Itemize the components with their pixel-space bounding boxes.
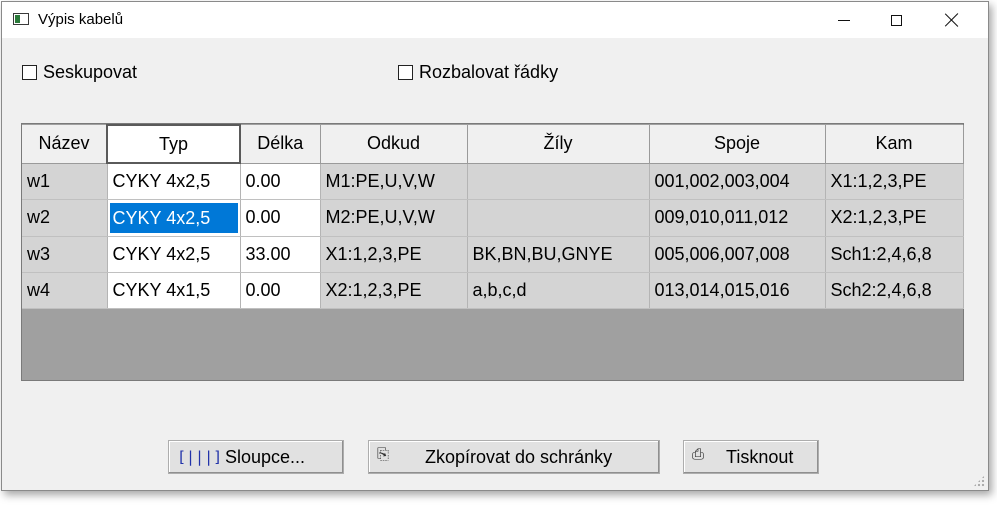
cell-nazev[interactable]: w2 — [22, 199, 108, 237]
columns-button[interactable]: [|||] Sloupce... — [168, 440, 344, 474]
printer-icon: ⎙ — [692, 446, 705, 463]
header-row: Název Typ Délka Odkud Žíly Spoje Kam — [22, 124, 964, 164]
maximize-icon — [890, 14, 902, 26]
group-option[interactable]: Seskupovat — [22, 62, 137, 83]
expand-rows-option[interactable]: Rozbalovat řádky — [398, 62, 558, 83]
cable-table: Název Typ Délka Odkud Žíly Spoje Kam w1 … — [22, 124, 964, 309]
cell-delka[interactable]: 0.00 — [240, 199, 321, 237]
cell-typ[interactable]: CYKY 4x2,5 — [107, 236, 241, 273]
cell-nazev[interactable]: w1 — [22, 163, 108, 200]
minimize-icon — [838, 19, 850, 21]
title-bar[interactable]: Výpis kabelů — [2, 2, 988, 38]
cell-spoje[interactable]: 013,014,015,016 — [649, 272, 826, 309]
column-header-zily[interactable]: Žíly — [467, 125, 650, 164]
print-button-label: Tisknout — [726, 447, 794, 467]
column-header-kam[interactable]: Kam — [825, 125, 964, 164]
cell-odkud[interactable]: M2:PE,U,V,W — [320, 199, 468, 237]
cell-spoje[interactable]: 005,006,007,008 — [649, 236, 826, 273]
cell-kam[interactable]: X2:1,2,3,PE — [825, 199, 964, 237]
cell-nazev[interactable]: w3 — [22, 236, 108, 273]
cell-zily[interactable] — [467, 199, 650, 237]
columns-button-label: Sloupce... — [225, 447, 306, 467]
column-header-odkud[interactable]: Odkud — [320, 125, 468, 164]
cell-zily[interactable] — [467, 163, 650, 200]
column-header-spoje[interactable]: Spoje — [649, 125, 826, 164]
cell-typ[interactable]: CYKY 4x1,5 — [107, 272, 241, 309]
close-button[interactable] — [926, 2, 978, 38]
expand-rows-checkbox[interactable] — [398, 65, 413, 80]
cell-kam[interactable]: Sch2:2,4,6,8 — [825, 272, 964, 309]
resize-grip[interactable] — [973, 475, 985, 487]
cell-spoje[interactable]: 009,010,011,012 — [649, 199, 826, 237]
print-button[interactable]: ⎙ Tisknout — [683, 440, 819, 474]
cell-kam[interactable]: X1:1,2,3,PE — [825, 163, 964, 200]
cell-spoje[interactable]: 001,002,003,004 — [649, 163, 826, 200]
table-row: w3 CYKY 4x2,5 33.00 X1:1,2,3,PE BK,BN,BU… — [22, 236, 964, 273]
column-header-nazev[interactable]: Název — [22, 125, 108, 164]
cell-nazev[interactable]: w4 — [22, 272, 108, 309]
table-row: w2 CYKY 4x2,5 0.00 M2:PE,U,V,W 009,010,0… — [22, 199, 964, 237]
table-row: w1 CYKY 4x2,5 0.00 M1:PE,U,V,W 001,002,0… — [22, 163, 964, 200]
cable-list-window: Výpis kabelů Seskupovat Rozbalovat řádky… — [1, 1, 989, 491]
group-label: Seskupovat — [43, 62, 138, 82]
cell-kam[interactable]: Sch1:2,4,6,8 — [825, 236, 964, 273]
cell-typ[interactable]: CYKY 4x2,5 — [107, 163, 241, 200]
cell-delka[interactable]: 33.00 — [240, 236, 321, 273]
maximize-button[interactable] — [870, 2, 922, 38]
close-icon — [945, 13, 959, 27]
column-header-delka[interactable]: Délka — [240, 125, 321, 164]
window-title: Výpis kabelů — [38, 11, 124, 28]
table-row: w4 CYKY 4x1,5 0.00 X2:1,2,3,PE a,b,c,d 0… — [22, 272, 964, 309]
minimize-button[interactable] — [818, 2, 870, 38]
cell-odkud[interactable]: M1:PE,U,V,W — [320, 163, 468, 200]
cell-typ-selected[interactable]: CYKY 4x2,5 — [107, 199, 241, 237]
selected-cell-value: CYKY 4x2,5 — [109, 202, 238, 233]
copy-button-label: Zkopírovat do schránky — [425, 447, 613, 467]
cell-delka[interactable]: 0.00 — [240, 163, 321, 200]
copy-to-clipboard-button[interactable]: ⎘ Zkopírovat do schránky — [368, 440, 660, 474]
column-header-typ[interactable]: Typ — [106, 124, 241, 164]
columns-icon: [|||] — [177, 448, 223, 466]
copy-icon: ⎘ — [377, 446, 390, 463]
cell-zily[interactable]: a,b,c,d — [467, 272, 650, 309]
cell-zily[interactable]: BK,BN,BU,GNYE — [467, 236, 650, 273]
expand-rows-label: Rozbalovat řádky — [419, 62, 559, 82]
cable-grid[interactable]: Název Typ Délka Odkud Žíly Spoje Kam w1 … — [21, 123, 964, 381]
cell-odkud[interactable]: X2:1,2,3,PE — [320, 272, 468, 309]
app-icon — [13, 13, 29, 25]
group-checkbox[interactable] — [22, 65, 37, 80]
cell-delka[interactable]: 0.00 — [240, 272, 321, 309]
cell-odkud[interactable]: X1:1,2,3,PE — [320, 236, 468, 273]
